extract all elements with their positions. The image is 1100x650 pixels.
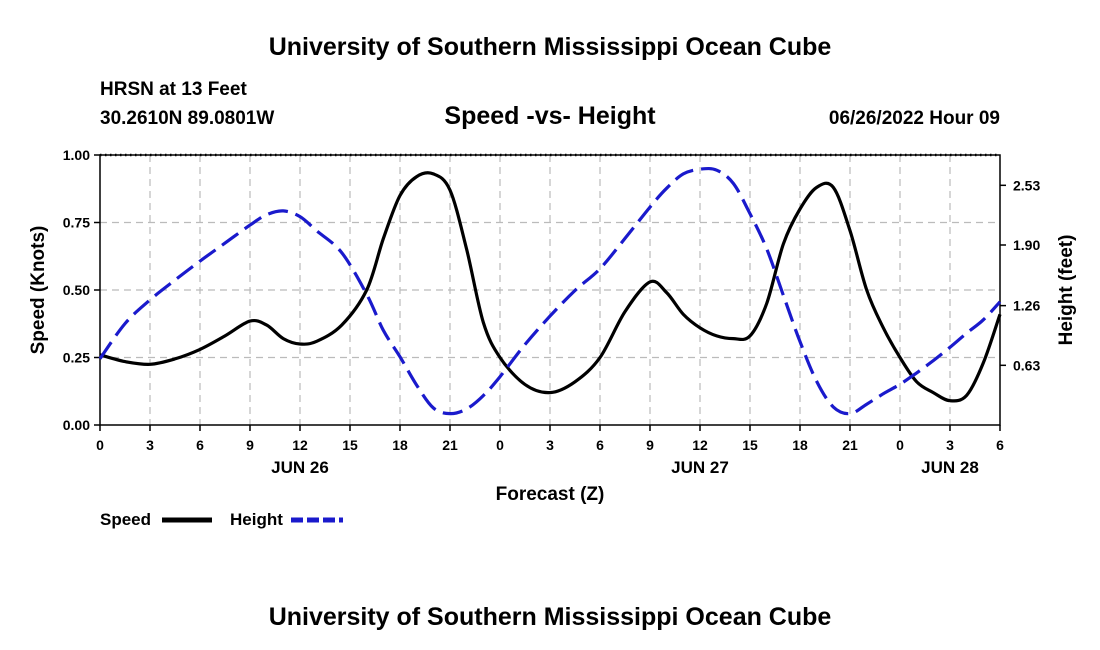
x-tick-label: 3	[946, 437, 954, 453]
x-tick-label: 0	[496, 437, 504, 453]
y-axis-label: Speed (Knots)	[28, 226, 49, 355]
x-tick-label: 18	[392, 437, 408, 453]
x-tick-label: 6	[196, 437, 204, 453]
height-line	[98, 166, 1002, 416]
x-tick-label: 0	[96, 437, 104, 453]
footer-title: University of Southern Mississippi Ocean…	[269, 603, 832, 631]
date-label: JUN 28	[921, 458, 979, 477]
tick-marks	[94, 154, 1006, 431]
chart-title: Speed -vs- Height	[444, 102, 656, 130]
series-layer	[98, 166, 1002, 416]
y-tick-label: 1.00	[63, 147, 90, 163]
y2-tick-label: 2.53	[1013, 177, 1040, 193]
y2-tick-label: 1.90	[1013, 237, 1040, 253]
y2-tick-label: 1.26	[1013, 298, 1040, 314]
x-tick-label: 3	[546, 437, 554, 453]
x-tick-label: 15	[742, 437, 758, 453]
x-tick-label: 9	[646, 437, 654, 453]
x-tick-label: 12	[292, 437, 308, 453]
x-tick-label: 3	[146, 437, 154, 453]
x-tick-label: 21	[842, 437, 858, 453]
x-tick-label: 15	[342, 437, 358, 453]
x-tick-label: 0	[896, 437, 904, 453]
date-label: JUN 27	[671, 458, 729, 477]
coords-label: 30.2610N 89.0801W	[100, 108, 274, 129]
speed-line	[99, 171, 1002, 403]
datetime-label: 06/26/2022 Hour 09	[829, 108, 1000, 129]
x-tick-label: 18	[792, 437, 808, 453]
legend-speed-label: Speed	[100, 510, 151, 529]
x-tick-label: 6	[596, 437, 604, 453]
station-label: HRSN at 13 Feet	[100, 79, 247, 100]
x-tick-label: 9	[246, 437, 254, 453]
x-tick-label: 6	[996, 437, 1004, 453]
x-tick-label: 21	[442, 437, 458, 453]
legend: Speed Height	[100, 510, 343, 529]
grid	[100, 155, 1000, 425]
x-axis-label: Forecast (Z)	[496, 484, 605, 505]
y-tick-label: 0.75	[63, 215, 90, 231]
y-tick-label: 0.00	[63, 417, 90, 433]
tick-labels: 0 3 6 9 12 15 18 21 0 3 6 9 12 15 18 21 0 3 6 0.00 0.25 0.50 0…	[63, 147, 1041, 477]
legend-height-label: Height	[230, 510, 283, 529]
x-tick-label: 12	[692, 437, 708, 453]
main-title: University of Southern Mississippi Ocean…	[269, 33, 832, 61]
y2-tick-label: 0.63	[1013, 357, 1040, 373]
date-label: JUN 26	[271, 458, 329, 477]
y2-axis-label: Height (feet)	[1056, 235, 1077, 346]
y-tick-label: 0.25	[63, 350, 90, 366]
y-tick-label: 0.50	[63, 282, 90, 298]
